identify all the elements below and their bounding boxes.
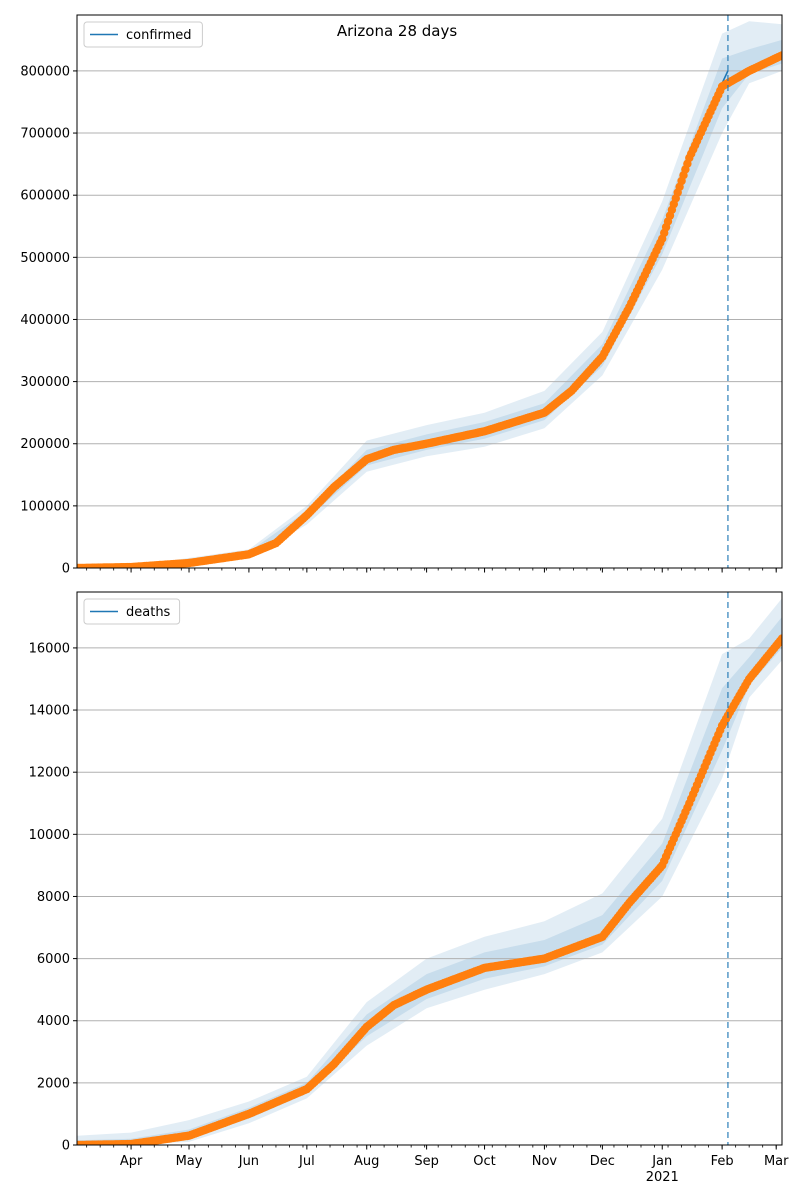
axes-frame [76, 591, 783, 1146]
confirmed-panel: 0 100000 200000 300000 400000 500000 600000 700… [20, 14, 783, 577]
y-tick-label: 2000 [37, 1076, 70, 1091]
y-tick-label: 4000 [37, 1014, 70, 1029]
plot-area [77, 15, 782, 568]
y-tick-label: 0 [62, 562, 70, 577]
axes-frame [76, 14, 783, 569]
legend-box [83, 598, 181, 625]
plot-area [77, 592, 782, 1145]
x-tick-label: Mar [764, 1154, 789, 1169]
uncertainty-band-1 [131, 21, 782, 568]
y-tick-label: 300000 [20, 375, 70, 390]
y-tick-label: 12000 [29, 766, 70, 781]
x-tick-label: Jun [238, 1154, 259, 1169]
observed-point [777, 634, 782, 643]
y-tick-label: 16000 [29, 641, 70, 656]
y-tick-label: 0 [62, 1139, 70, 1154]
y-tick-label: 400000 [20, 313, 70, 328]
legend-label: deaths [126, 605, 171, 620]
y-tick-label: 200000 [20, 437, 70, 452]
x-tick-label: Dec [590, 1154, 615, 1169]
deaths-panel: 0 2000 4000 6000 8000 10000 12000 14000 16000 Apr… [29, 591, 789, 1185]
legend-box [83, 21, 203, 48]
y-tick-label: 8000 [37, 890, 70, 905]
x-tick-label: Oct [473, 1154, 495, 1169]
x-tick-label: Nov [532, 1154, 558, 1169]
x-tick-label: Aug [354, 1154, 379, 1169]
legend: confirmed [83, 21, 203, 48]
x-tick-label: Sep [414, 1154, 439, 1169]
y-tick-label: 100000 [20, 499, 70, 514]
uncertainty-band-1 [77, 598, 782, 1145]
x-tick-label: Jan [651, 1154, 672, 1169]
y-tick-label: 500000 [20, 251, 70, 266]
x-tick-label: Feb [711, 1154, 734, 1169]
y-tick-label: 14000 [29, 704, 70, 719]
y-tick-label: 600000 [20, 189, 70, 204]
series-markers-observed [77, 51, 782, 568]
x-tick-label: May [176, 1154, 203, 1169]
series-markers-observed [77, 634, 782, 1145]
y-tick-label: 6000 [37, 952, 70, 967]
y-tick-label: 800000 [20, 64, 70, 79]
legend-label: confirmed [126, 28, 192, 43]
y-tick-label: 700000 [20, 127, 70, 142]
x-tick-label: Jul [298, 1154, 315, 1169]
observed-point [777, 51, 782, 60]
x-tick-year-label: 2021 [646, 1170, 679, 1185]
y-tick-label: 10000 [29, 828, 70, 843]
uncertainty-band-2 [77, 616, 782, 1145]
legend: deaths [83, 598, 181, 625]
figure-title: Arizona 28 days [337, 22, 458, 40]
x-tick-label: Apr [120, 1154, 143, 1169]
